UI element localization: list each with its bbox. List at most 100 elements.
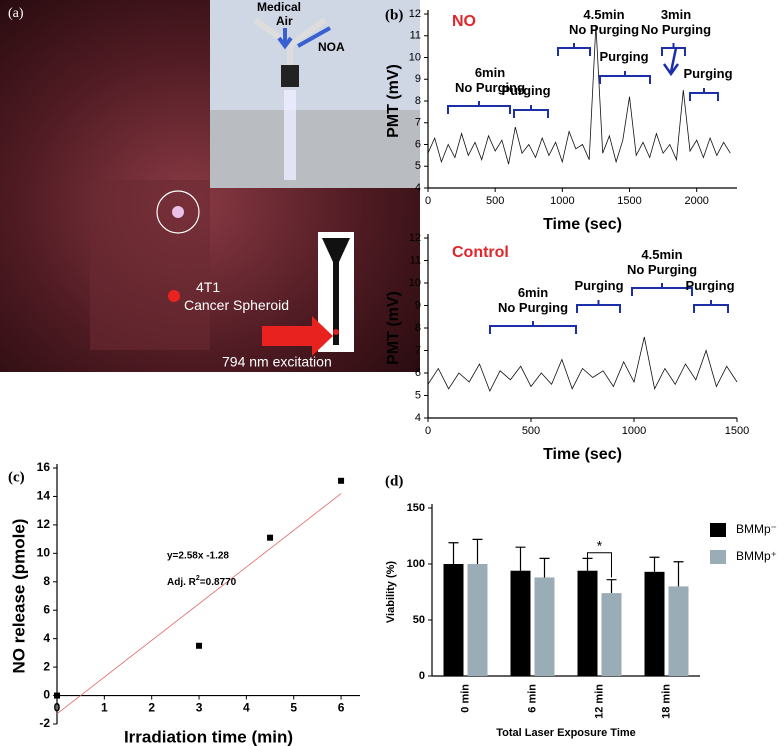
error-bar [515, 546, 526, 571]
data-line [427, 24, 731, 165]
x-tick-label: 2 [148, 701, 155, 715]
legend-swatch [710, 550, 726, 564]
y-tick-label: 4 [415, 182, 421, 194]
photo-label-line: Cancer Spheroid [184, 297, 289, 313]
bracket [689, 88, 719, 101]
cap [281, 65, 299, 87]
bar [534, 577, 555, 676]
x-tick-label: 1500 [725, 425, 749, 437]
r2-label: Adj. R2=0.8770 [167, 575, 237, 588]
annotation-line: Purging [685, 278, 734, 293]
x-axis-label: Time (sec) [543, 446, 622, 463]
photo-label-line: Medical [257, 0, 301, 14]
cuvette [284, 90, 296, 180]
y-tick-label: 0 [43, 688, 50, 702]
y-tick-label: 10 [409, 51, 421, 63]
holder [90, 180, 210, 350]
y-tick-label: 14 [37, 489, 51, 503]
y-tick-label: 12 [37, 517, 51, 531]
y-tick-label: 12 [409, 232, 421, 244]
panel-label: (d) [385, 473, 403, 489]
point [54, 692, 60, 699]
bar [510, 570, 531, 676]
bracket [661, 43, 686, 56]
point [267, 534, 274, 541]
y-tick-label: 8 [415, 322, 421, 334]
panel-label: (a) [8, 6, 24, 21]
x-tick-label: 0 [425, 195, 431, 207]
bar [467, 564, 488, 676]
panel-label: (c) [8, 469, 25, 485]
annotation: Purging [599, 49, 648, 64]
y-tick-label: 6 [415, 138, 421, 150]
error-bar [448, 542, 459, 564]
x-tick-label: 500 [486, 195, 504, 207]
annotation-line: Purging [599, 49, 648, 64]
inset-wall [210, 0, 420, 110]
x-tick-label: 0 [425, 425, 431, 437]
annotation: 4.5min No Purging [627, 247, 697, 277]
point [196, 642, 203, 649]
y-tick-label: 5 [415, 389, 421, 401]
x-tick-label: 1000 [550, 195, 574, 207]
y-tick-label: 50 [413, 614, 425, 626]
y-tick-label: 9 [415, 299, 421, 311]
spheroid-marker [168, 290, 180, 302]
data-line [427, 336, 738, 392]
trace-label: Control [452, 244, 509, 261]
y-tick-label: 7 [415, 344, 421, 356]
photo: Medical Air NOA 4T1 Cancer Spheroid 794 nm… [0, 0, 420, 372]
x-axis-label: Time (sec) [543, 216, 622, 233]
x-tick-label: 500 [522, 425, 540, 437]
x-axis-label: Total Laser Exposure Time [496, 727, 636, 739]
annotation-line: No Purging [455, 80, 525, 95]
photo-label: NOA [318, 40, 345, 54]
annotation-line: 4.5min [641, 247, 682, 262]
error-bar [539, 557, 550, 578]
x-tick-label: 5 [290, 701, 297, 715]
bracket [489, 321, 577, 334]
annotation-line: 6min [518, 285, 548, 300]
y-tick-label: 8 [415, 95, 421, 107]
error-bar [472, 538, 483, 564]
y-tick-label: 6 [415, 367, 421, 379]
annotation-line: 6min [475, 65, 505, 80]
bar [601, 593, 622, 676]
x-tick-label: 1500 [617, 195, 641, 207]
annotation: 6min No Purging [455, 65, 525, 95]
annotation-line: No Purging [569, 22, 639, 37]
y-tick-label: 12 [409, 8, 421, 20]
y-tick-label: 10 [409, 277, 421, 289]
air-arrow [277, 28, 293, 50]
spheroid-glow [172, 206, 184, 218]
arrow [662, 47, 680, 77]
y-axis-label: PMT (mV) [385, 291, 402, 365]
bracket [693, 300, 729, 313]
x-tick-label: 3 [196, 701, 203, 715]
x-axis-label: Irradiation time (min) [124, 727, 293, 746]
data-line [56, 493, 342, 715]
annotation: 3min No Purging [641, 7, 711, 37]
noa-arrow [297, 26, 331, 48]
annotation: Purging [683, 66, 732, 81]
photo-label-line: 4T1 [196, 279, 220, 295]
photo-label-line: Air [276, 14, 293, 28]
x-tick-label: 1 [101, 701, 108, 715]
y-tick-label: 10 [37, 546, 51, 560]
y-tick-label: 150 [407, 502, 425, 514]
error-bar [673, 561, 684, 587]
bar [644, 571, 665, 676]
legend-label: BMMp⁺ [736, 549, 777, 563]
x-tick-label: 18 min [660, 684, 672, 719]
annotation: 4.5min No Purging [569, 7, 639, 37]
spheroid-circle [156, 190, 200, 234]
bracket [631, 283, 693, 296]
bracket [447, 101, 511, 114]
x-tick-label: 0 min [459, 684, 471, 713]
photo-label: 794 nm excitation [222, 354, 332, 370]
r2-part: 2 [196, 575, 200, 582]
y-tick-label: 8 [43, 574, 50, 588]
